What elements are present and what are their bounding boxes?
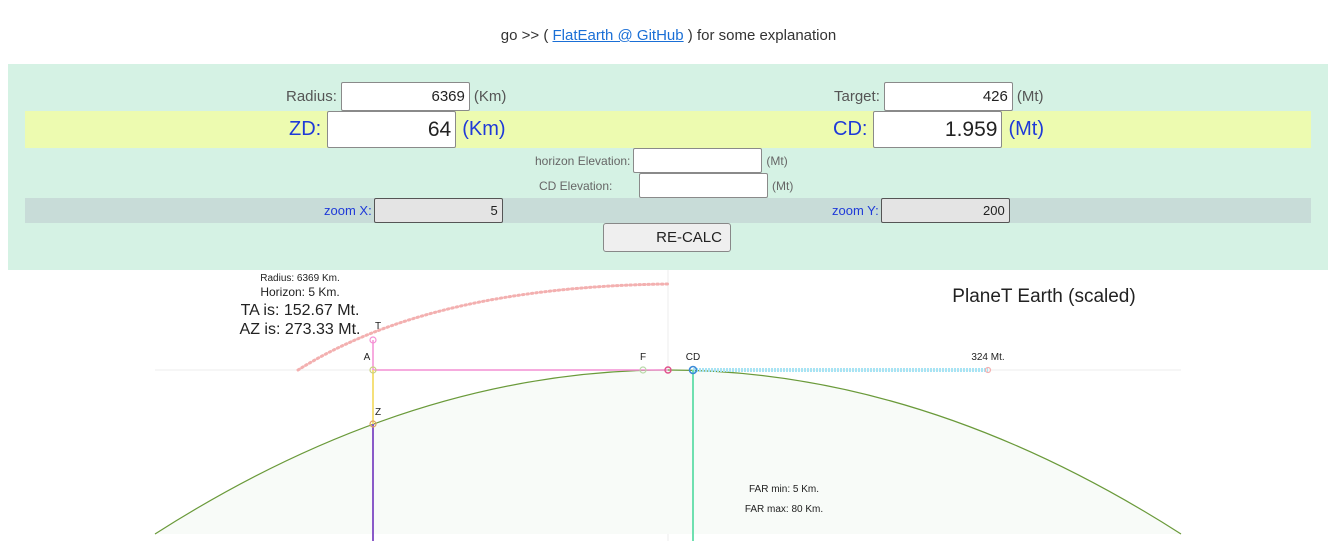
zd-label: ZD:	[289, 118, 322, 140]
label-cd: CD	[686, 352, 700, 363]
radius-label: Radius:	[286, 88, 337, 105]
zoom-y-group: zoom Y:	[832, 198, 1010, 223]
zoom-row	[25, 198, 1311, 223]
zd-input[interactable]	[327, 111, 457, 148]
horizon-elevation-group: horizon Elevation: (Mt)	[535, 148, 788, 173]
target-field-group: Target: (Mt)	[834, 82, 1044, 111]
target-unit: (Mt)	[1016, 88, 1044, 105]
info-horizon: Horizon: 5 Km.	[260, 285, 339, 299]
github-link[interactable]: FlatEarth @ GitHub	[552, 27, 684, 44]
label-f: F	[640, 352, 646, 363]
radius-input[interactable]	[340, 82, 470, 111]
cd-elevation-input[interactable]	[639, 173, 768, 198]
horizon-elevation-label: horizon Elevation:	[535, 153, 631, 168]
input-panel: Radius: (Km) Target: (Mt) ZD: (Km) CD: (…	[8, 64, 1328, 270]
cd-unit: (Mt)	[1008, 118, 1044, 140]
zoom-x-label: zoom X:	[324, 203, 372, 218]
earth-fill	[155, 370, 1181, 534]
cd-label: CD:	[833, 118, 868, 140]
zd-field-group: ZD: (Km)	[289, 111, 506, 148]
point-a	[369, 366, 377, 374]
radius-field-group: Radius: (Km)	[286, 82, 506, 111]
explanation-prefix: go >> (	[500, 27, 549, 44]
horizon-elevation-input[interactable]	[633, 148, 763, 173]
point-f	[639, 366, 647, 374]
cd-elevation-label: CD Elevation:	[539, 178, 613, 193]
label-t: T	[375, 321, 381, 332]
point-z	[369, 420, 377, 428]
zoom-y-input[interactable]	[880, 198, 1010, 223]
point-t	[369, 336, 377, 344]
zoom-x-group: zoom X:	[324, 198, 503, 223]
point-cd	[688, 365, 698, 375]
horizon-elevation-unit: (Mt)	[766, 153, 788, 168]
cd-elevation-group: CD Elevation: (Mt)	[539, 173, 793, 198]
label-a: A	[364, 352, 371, 363]
radius-unit: (Km)	[473, 88, 507, 105]
far-min-label: FAR min: 5 Km.	[749, 484, 819, 495]
point-center	[664, 366, 672, 374]
label-z: Z	[375, 407, 381, 418]
point-target	[984, 366, 992, 374]
info-ta: TA is: 152.67 Mt.	[241, 302, 360, 319]
cd-input[interactable]	[873, 111, 1003, 148]
sight-dotted-line	[296, 282, 670, 372]
label-target: 324 Mt.	[971, 352, 1004, 363]
info-radius: Radius: 6369 Km.	[260, 273, 340, 284]
cd-field-group: CD: (Mt)	[833, 111, 1044, 148]
zd-cd-row	[25, 111, 1311, 148]
cd-elevation-unit: (Mt)	[772, 178, 794, 193]
target-label: Target:	[834, 88, 880, 105]
explanation-suffix: ) for some explanation	[687, 27, 837, 44]
info-az: AZ is: 273.33 Mt.	[240, 321, 361, 338]
zoom-x-input[interactable]	[373, 198, 503, 223]
recalc-button[interactable]: RE-CALC	[603, 223, 731, 252]
diagram-title: PlaneT Earth (scaled)	[952, 286, 1135, 307]
zd-unit: (Km)	[462, 118, 506, 140]
zoom-y-label: zoom Y:	[832, 203, 879, 218]
target-input[interactable]	[883, 82, 1013, 111]
far-max-label: FAR max: 80 Km.	[745, 504, 823, 515]
explanation-line: go >> ( FlatEarth @ GitHub ) for some ex…	[0, 27, 1337, 44]
